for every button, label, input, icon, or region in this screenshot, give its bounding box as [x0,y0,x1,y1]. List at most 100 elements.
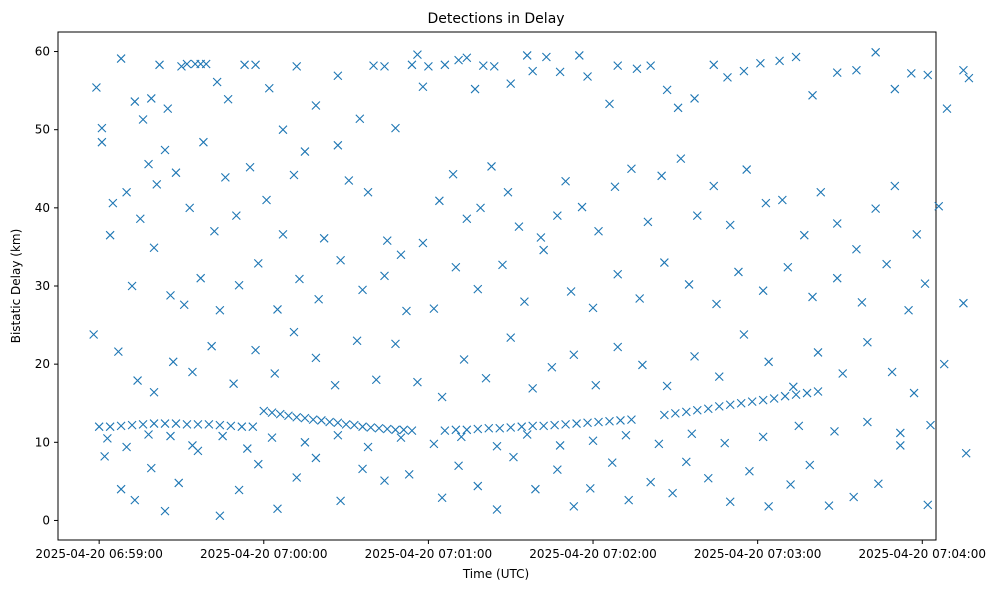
data-point [160,419,170,428]
data-point [857,298,867,307]
data-point [643,217,653,227]
data-point [739,330,749,339]
data-point [720,438,730,448]
data-point [333,71,343,81]
data-point [462,214,472,224]
data-point [852,65,861,75]
data-point [248,422,258,432]
data-point [245,162,255,172]
data-point [791,52,801,62]
data-point [964,73,974,83]
data-point [692,405,702,415]
data-point [311,101,321,110]
x-axis: 2025-04-20 06:59:00 2025-04-20 07:00:00 20… [35,540,986,561]
data-point [325,417,335,427]
data-point [492,441,502,451]
data-point [552,211,562,221]
data-point [923,500,933,510]
data-point [284,411,293,421]
data-point [396,250,406,260]
data-point [366,423,376,432]
data-point [895,428,905,438]
data-point [594,417,603,427]
data-point [122,187,131,197]
data-point [832,219,842,228]
data-point [703,473,713,483]
data-point [333,140,343,150]
data-point [456,432,466,442]
data-point [887,367,897,377]
data-point [127,281,137,291]
data-point [725,400,735,410]
data-point [906,69,916,78]
data-point [627,164,636,174]
data-point [657,171,667,181]
data-point [177,61,186,71]
data-point [207,341,217,351]
data-point [333,430,343,440]
data-point [454,55,463,65]
data-point [926,420,935,430]
data-point [459,355,469,364]
data-point [758,432,768,442]
data-point [240,60,249,70]
data-point [498,260,507,270]
data-point [942,104,952,113]
data-point [714,401,724,411]
data-point [478,61,488,70]
data-point [621,430,631,440]
data-point [709,60,719,70]
data-point [429,439,439,449]
data-point [681,407,691,417]
data-point [528,421,538,431]
data-point [890,84,900,94]
data-point [116,484,126,494]
data-point [583,72,592,81]
data-point [215,420,225,430]
data-point [662,381,672,391]
data-point [188,367,197,377]
data-point [380,476,389,485]
data-point [341,419,351,429]
data-point [871,47,881,57]
data-point [607,458,617,468]
data-point [311,353,321,363]
data-point [681,457,691,467]
data-point [396,433,406,443]
data-point [166,431,175,441]
data-point [470,84,480,94]
data-point [832,68,842,78]
data-point [391,425,400,435]
data-point [371,375,381,385]
data-point [550,420,560,430]
data-point [709,181,719,191]
data-point [92,83,101,92]
data-point [160,506,170,516]
data-point [912,230,922,239]
data-point [382,424,392,434]
chart-title: Detections in Delay [427,11,564,27]
data-point [196,273,206,283]
data-point [591,380,601,390]
data-point [163,104,173,113]
data-point [959,298,968,308]
data-point [352,336,362,346]
data-point [253,459,263,469]
x-tick-label: 2025-04-20 07:02:00 [529,547,656,561]
data-point [552,465,562,475]
data-point [278,125,288,135]
data-point [791,390,801,400]
data-point [229,379,238,389]
data-point [399,425,409,435]
data-point [506,79,516,88]
data-point [251,60,260,70]
y-tick-label: 50 [35,123,50,137]
data-point [632,64,642,74]
data-point [242,444,252,453]
data-point [89,330,99,339]
data-point [764,502,774,511]
data-point [481,373,491,383]
data-point [934,201,944,211]
data-point [130,495,140,505]
